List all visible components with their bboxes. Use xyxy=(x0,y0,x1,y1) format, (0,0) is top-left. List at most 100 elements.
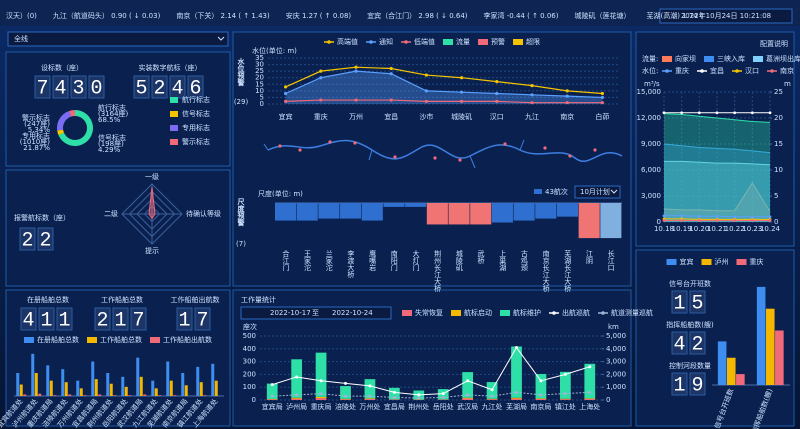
bar xyxy=(109,383,113,396)
bar xyxy=(584,398,596,400)
date-range[interactable] xyxy=(240,306,392,320)
warning-count: (29) xyxy=(234,98,249,106)
legend-swatch xyxy=(87,337,97,343)
line-point xyxy=(441,395,445,399)
legend-label: 重庆 xyxy=(750,257,764,266)
legend-label: 工作船舶总数 xyxy=(100,335,142,344)
line-point xyxy=(424,99,428,103)
bar xyxy=(775,330,784,385)
bar xyxy=(559,371,571,399)
y-tick-label: 25 xyxy=(255,67,264,75)
x-tick-label: 宜昌 xyxy=(384,112,398,121)
digit-box xyxy=(671,331,688,355)
digit-box xyxy=(37,227,54,251)
line-series xyxy=(272,346,590,396)
legend-label: 泸州 xyxy=(715,257,729,266)
y-tick-label: 10 xyxy=(255,87,264,95)
legend-swatch xyxy=(404,40,408,44)
axis-unit: 水位(单位: m) xyxy=(252,46,297,55)
line-point xyxy=(392,395,396,399)
date-from[interactable]: 2022-10-17 xyxy=(270,309,311,317)
x-tick-label: 10.18 xyxy=(654,225,674,233)
bar xyxy=(266,383,278,399)
legend-label: 失常恢复 xyxy=(415,308,443,317)
line-point xyxy=(600,91,605,96)
legend-swatch xyxy=(753,56,763,62)
bar xyxy=(83,395,87,396)
line-point xyxy=(565,94,569,98)
line-point xyxy=(344,381,347,385)
bar xyxy=(169,380,173,396)
digit-box xyxy=(56,307,73,331)
bar xyxy=(143,394,147,396)
ticker-item: 宜宾（合江门） 2.98 ( ↓ 0.64) xyxy=(367,11,468,20)
y-tick-label: 15,000 xyxy=(637,88,662,96)
bar xyxy=(717,341,727,385)
line-series xyxy=(664,160,771,166)
filter-select[interactable] xyxy=(7,31,229,47)
digit-box xyxy=(52,75,69,99)
x-tick-label: 10.21 xyxy=(707,225,727,233)
river-branch xyxy=(263,139,525,169)
bar xyxy=(113,395,117,396)
plan-value[interactable]: 10月计划 xyxy=(580,187,610,196)
line-point xyxy=(515,390,518,394)
donut-slice xyxy=(69,110,75,117)
legend-swatch xyxy=(443,39,453,45)
stat-title: 控制河段数量 xyxy=(669,361,711,370)
legend-label: 宜宾 xyxy=(680,257,694,266)
legend-swatch xyxy=(478,39,488,45)
x-tick-label: 李渡大桥 xyxy=(347,249,355,279)
dropdown-arrow xyxy=(217,36,225,41)
x-tick-label: 涪陵处 xyxy=(335,402,356,411)
slice-value: 68.5% xyxy=(98,116,121,124)
legend-swatch xyxy=(402,310,412,316)
x-tick-label: 南京长江大桥 xyxy=(542,249,550,293)
bar xyxy=(340,399,351,400)
legend-label: 南京 xyxy=(780,66,794,75)
digit-box xyxy=(70,75,87,99)
line-point xyxy=(600,95,605,100)
y-tick-label: 500 xyxy=(243,332,256,340)
y-tick-label: 35 xyxy=(255,54,264,62)
x-tick-label: 沙市 xyxy=(419,112,433,121)
x-tick-label: 上巢湖 xyxy=(499,249,507,272)
river-map xyxy=(267,139,623,162)
line-point xyxy=(680,219,684,222)
x-tick-label: 城陵矶 xyxy=(451,112,472,121)
line-series xyxy=(285,66,603,95)
digit-box xyxy=(133,75,150,99)
bar xyxy=(486,399,498,400)
panel-title: 尺度预警 xyxy=(237,198,246,227)
bar xyxy=(559,399,571,400)
bar xyxy=(364,398,376,399)
x-tick-label: 宜宾 xyxy=(279,112,293,121)
panel-warning xyxy=(232,31,632,287)
x-tick-label: 上海处 xyxy=(579,402,600,411)
river-points xyxy=(278,140,597,162)
legend-swatch xyxy=(662,56,672,62)
line-point xyxy=(697,219,701,222)
x-tick-label: 10.19 xyxy=(672,225,692,233)
legend-swatch xyxy=(700,69,704,73)
legend-swatch xyxy=(369,40,373,44)
x-tick-label: 南京 xyxy=(560,112,574,121)
line-point xyxy=(284,85,288,89)
bar xyxy=(64,382,68,396)
line-point xyxy=(417,393,421,397)
filter-value[interactable]: 全线 xyxy=(14,34,28,43)
slice-label: 警示标志 xyxy=(22,113,50,122)
bar xyxy=(46,365,50,396)
bar xyxy=(736,374,745,385)
legend-label: 航行标志 xyxy=(182,95,210,104)
bar xyxy=(211,363,215,396)
y2-tick-label: 1,000 xyxy=(606,383,626,391)
y2-tick-label: 25 xyxy=(774,88,783,96)
date-to[interactable]: 2022-10-24 xyxy=(332,309,373,317)
plan-select[interactable] xyxy=(574,185,621,199)
line-point xyxy=(768,215,772,219)
x-tick-label: 镇江处 xyxy=(555,402,576,411)
config-link[interactable]: 配置说明 xyxy=(760,39,788,48)
bar xyxy=(214,380,218,396)
